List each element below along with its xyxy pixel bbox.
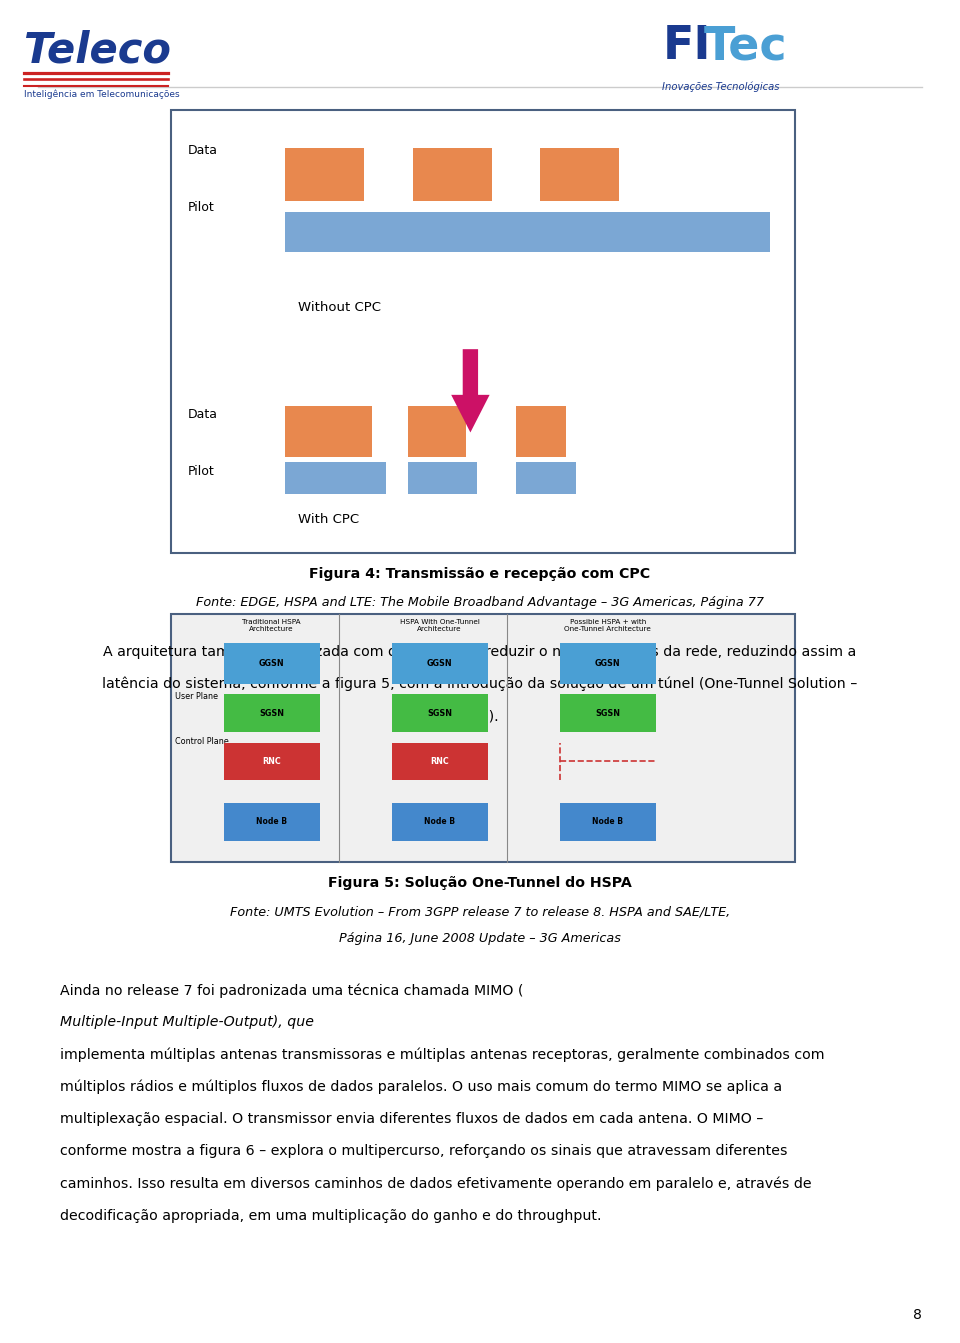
- Bar: [413, 148, 492, 201]
- Text: caminhos. Isso resulta em diversos caminhos de dados efetivamente operando em pa: caminhos. Isso resulta em diversos camin…: [60, 1176, 811, 1191]
- Text: GGSN: GGSN: [427, 659, 452, 667]
- Bar: [392, 803, 488, 841]
- Bar: [560, 803, 656, 841]
- Text: User Plane: User Plane: [175, 692, 218, 701]
- Text: FI: FI: [662, 24, 711, 70]
- Text: conforme mostra a figura 6 – explora o multipercurso, reforçando os sinais que a: conforme mostra a figura 6 – explora o m…: [60, 1144, 787, 1158]
- Text: latência do sistema, conforme a figura 5, com a introdução da solução de um túne: latência do sistema, conforme a figura 5…: [103, 677, 857, 692]
- Text: Data: Data: [188, 144, 218, 157]
- Text: decodificação apropriada, em uma multiplicação do ganho e do throughput.: decodificação apropriada, em uma multipl…: [60, 1209, 601, 1222]
- Text: GGSN: GGSN: [259, 659, 284, 667]
- Text: SGSN: SGSN: [427, 709, 452, 717]
- Text: RNC: RNC: [430, 757, 449, 766]
- Text: Fonte: EDGE, HSPA and LTE: The Mobile Broadband Advantage – 3G Americas, Página : Fonte: EDGE, HSPA and LTE: The Mobile Br…: [196, 596, 764, 610]
- Text: Figura 5: Solução One-Tunnel do HSPA: Figura 5: Solução One-Tunnel do HSPA: [328, 876, 632, 889]
- Bar: [516, 406, 566, 457]
- Text: GGSN: GGSN: [595, 659, 620, 667]
- Text: Teleco: Teleco: [24, 30, 171, 71]
- Text: Possible HSPA + with
One-Tunnel Architecture: Possible HSPA + with One-Tunnel Architec…: [564, 619, 651, 633]
- Text: A arquitetura também é otimizada com o objetivo de reduzir o número de nós da re: A arquitetura também é otimizada com o o…: [104, 645, 856, 659]
- Text: Traditional HSPA
Architecture: Traditional HSPA Architecture: [242, 619, 301, 633]
- Bar: [392, 694, 488, 732]
- Text: Página 16, June 2008 Update – 3G Americas: Página 16, June 2008 Update – 3G America…: [339, 932, 621, 945]
- Bar: [392, 643, 488, 684]
- Text: Node B: Node B: [256, 818, 287, 826]
- Text: SGSN: SGSN: [259, 709, 284, 717]
- Bar: [408, 406, 466, 457]
- Text: multiplexação espacial. O transmissor envia diferentes fluxos de dados em cada a: multiplexação espacial. O transmissor en…: [60, 1112, 763, 1125]
- Bar: [224, 643, 320, 684]
- Text: OTS).: OTS).: [461, 709, 499, 723]
- Text: Control Plane: Control Plane: [175, 737, 228, 747]
- Text: Pilot: Pilot: [188, 465, 215, 478]
- Text: Multiple-Input Multiple-Output), que: Multiple-Input Multiple-Output), que: [60, 1015, 314, 1029]
- Text: Without CPC: Without CPC: [298, 301, 380, 314]
- Bar: [224, 803, 320, 841]
- Text: Inovações Tecnológicas: Inovações Tecnológicas: [662, 82, 780, 93]
- Text: Node B: Node B: [592, 818, 623, 826]
- Text: RNC: RNC: [262, 757, 281, 766]
- Bar: [285, 212, 770, 252]
- Bar: [540, 148, 619, 201]
- Bar: [516, 462, 576, 494]
- Text: Data: Data: [188, 408, 218, 422]
- Text: Inteligência em Telecomunicações: Inteligência em Telecomunicações: [24, 90, 180, 99]
- Text: múltiplos rádios e múltiplos fluxos de dados paralelos. O uso mais comum do term: múltiplos rádios e múltiplos fluxos de d…: [60, 1080, 781, 1095]
- Text: implementa múltiplas antenas transmissoras e múltiplas antenas receptoras, geral: implementa múltiplas antenas transmissor…: [60, 1048, 824, 1062]
- Text: With CPC: With CPC: [298, 513, 359, 526]
- Text: Figura 4: Transmissão e recepção com CPC: Figura 4: Transmissão e recepção com CPC: [309, 567, 651, 580]
- Bar: [560, 694, 656, 732]
- Text: SGSN: SGSN: [595, 709, 620, 717]
- Text: Tec: Tec: [704, 24, 787, 70]
- Text: Node B: Node B: [424, 818, 455, 826]
- Bar: [392, 743, 488, 780]
- FancyArrow shape: [451, 349, 490, 432]
- Bar: [224, 743, 320, 780]
- Bar: [171, 614, 795, 862]
- Bar: [285, 462, 386, 494]
- Text: Ainda no release 7 foi padronizada uma técnica chamada MIMO (: Ainda no release 7 foi padronizada uma t…: [60, 983, 523, 998]
- Text: 8: 8: [913, 1308, 922, 1322]
- Bar: [285, 406, 372, 457]
- Bar: [560, 643, 656, 684]
- Bar: [171, 110, 795, 553]
- Text: Pilot: Pilot: [188, 201, 215, 215]
- Bar: [285, 148, 364, 201]
- Text: Fonte: UMTS Evolution – From 3GPP release 7 to release 8. HSPA and SAE/LTE,: Fonte: UMTS Evolution – From 3GPP releas…: [230, 905, 730, 919]
- Bar: [224, 694, 320, 732]
- Bar: [408, 462, 477, 494]
- Text: HSPA With One-Tunnel
Architecture: HSPA With One-Tunnel Architecture: [399, 619, 480, 633]
